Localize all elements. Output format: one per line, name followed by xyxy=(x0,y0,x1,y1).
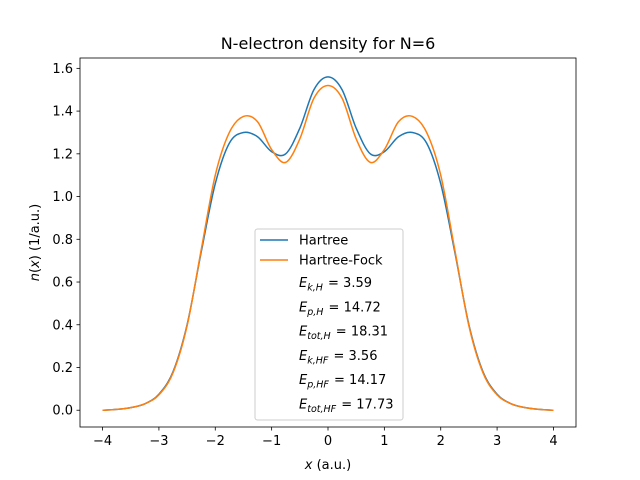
y-tick-label: 1.4 xyxy=(52,105,73,120)
legend-label: Hartree-Fock xyxy=(299,254,383,269)
x-tick-label: 2 xyxy=(437,434,445,449)
legend-annotation: Ep,HF = 14.17 xyxy=(299,373,386,391)
x-tick-label: −3 xyxy=(149,434,168,449)
legend-annotation: Ek,H = 3.59 xyxy=(299,276,372,294)
x-tick-label: −1 xyxy=(262,434,281,449)
y-tick-label: 0.2 xyxy=(52,361,73,376)
legend-annotation: Etot,H = 18.31 xyxy=(299,325,388,343)
x-tick-label: −2 xyxy=(206,434,225,449)
x-tick-label: 3 xyxy=(493,434,501,449)
x-tick-label: 0 xyxy=(324,434,332,449)
axes: −4 −3 −2 −1 0 1 2 3 4 0.0 0.2 0.4 0.6 0.8 1.0 1.2 1.4 1.6… xyxy=(28,57,577,473)
y-tick-label: 0.6 xyxy=(52,276,73,291)
y-tick-label: 1.0 xyxy=(52,190,73,205)
y-axis-label: n(x) (1/a.u.) xyxy=(28,204,43,282)
x-tick-label: 4 xyxy=(549,434,557,449)
legend-annotation: Etot,HF = 17.73 xyxy=(299,398,393,416)
y-tick-label: 1.6 xyxy=(52,62,73,77)
legend-box xyxy=(254,228,404,421)
y-tick-label: 0.0 xyxy=(52,404,73,419)
plot-area xyxy=(102,76,554,411)
x-tick-label: −4 xyxy=(93,434,112,449)
x-tick-label: 1 xyxy=(380,434,388,449)
y-tick-label: 0.4 xyxy=(52,318,73,333)
chart-title: N-electron density for N=6 xyxy=(221,34,436,53)
y-tick-label: 1.2 xyxy=(52,147,73,162)
legend: Hartree Hartree-Fock Ek,H = 3.59 Ep,H = 14.… xyxy=(254,228,404,421)
y-tick-label: 0.8 xyxy=(52,233,73,248)
legend-annotation: Ep,H = 14.72 xyxy=(299,300,381,318)
legend-label: Hartree xyxy=(299,234,348,249)
legend-annotation: Ek,HF = 3.56 xyxy=(299,349,377,367)
series-line-hartree-fock xyxy=(102,84,554,411)
x-axis-label: x (a.u.) xyxy=(304,458,351,473)
